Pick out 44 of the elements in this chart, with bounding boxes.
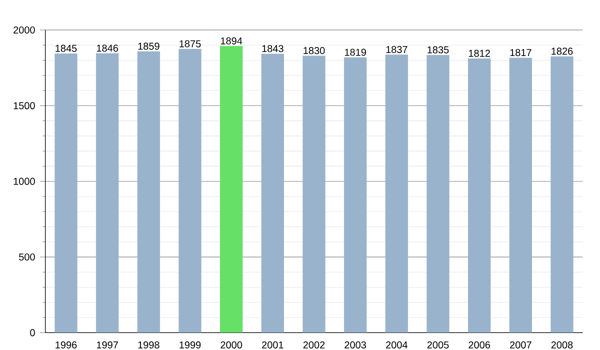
data-label: 1859: [138, 42, 160, 50]
data-label: 1819: [344, 48, 366, 56]
x-tick-label: 2008: [551, 341, 573, 348]
bar: [468, 58, 491, 333]
bar: [220, 46, 243, 333]
bar: [426, 54, 450, 333]
bar: [96, 53, 119, 333]
data-label: 1845: [56, 44, 77, 52]
x-tick-label: 1998: [138, 341, 160, 348]
data-label: 1812: [468, 50, 490, 57]
data-label: 1835: [428, 46, 449, 54]
data-label: 1837: [386, 46, 408, 54]
bar: [509, 58, 532, 333]
x-tick-label: 1997: [96, 341, 118, 348]
bar: [550, 56, 574, 333]
bar: [302, 56, 326, 333]
y-tick-label: 0: [30, 329, 35, 336]
bar: [261, 54, 284, 333]
data-label: 1846: [96, 44, 118, 52]
x-tick-label: 1999: [180, 341, 201, 348]
x-tick-label: 1996: [56, 341, 77, 348]
x-tick-label: 2004: [386, 341, 408, 348]
bar: [344, 57, 367, 333]
x-tick-label: 2002: [303, 341, 325, 348]
bar: [137, 51, 160, 333]
x-tick-label: 2001: [262, 341, 284, 348]
y-tick-label: 2000: [14, 26, 35, 34]
bar: [178, 48, 202, 333]
y-tick-label: 1000: [14, 178, 35, 185]
x-tick-label: 2007: [510, 341, 532, 348]
y-tick-label: 500: [19, 253, 35, 261]
bar: [385, 54, 408, 333]
x-tick-label: 2006: [468, 341, 490, 348]
x-tick-label: 2003: [344, 341, 366, 348]
data-label: 1843: [262, 45, 284, 52]
x-tick-label: 2005: [427, 341, 449, 348]
data-label: 1817: [510, 49, 532, 56]
data-label: 1875: [180, 40, 201, 48]
data-label: 1830: [304, 47, 325, 54]
bar: [54, 53, 78, 333]
x-tick-label: 2000: [220, 341, 242, 348]
y-tick-label: 1500: [14, 102, 35, 110]
data-label: 1826: [552, 48, 573, 55]
data-label: 1894: [220, 37, 242, 44]
